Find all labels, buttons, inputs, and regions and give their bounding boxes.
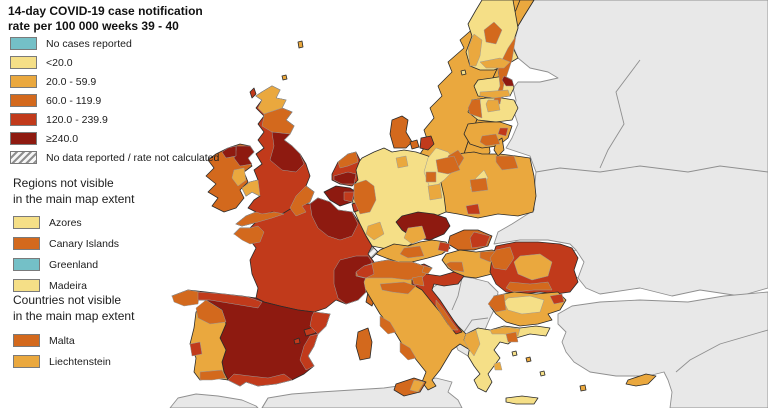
map-subregion-england-north (269, 131, 305, 173)
map-region-russia-east-europe (493, 0, 768, 297)
map-subregion-wales (241, 179, 261, 197)
map-subregion-spain-north-coast (197, 291, 263, 309)
map-subregion-bulgaria-west (487, 293, 507, 313)
map-subregion-romania-west (489, 246, 515, 271)
map-subregion-hungary-southwest (445, 261, 465, 273)
map-subregion-germany-southwest (365, 221, 385, 241)
map-subregion-poland-northeast (495, 155, 519, 171)
map-subregion-poland-south (465, 203, 481, 215)
map-subregion-lithuania-south (479, 133, 501, 147)
map-subregion-netherlands-north (337, 151, 359, 169)
map-subregion-ireland-northwest (221, 145, 237, 159)
map-region-greece (463, 325, 551, 393)
map-subregion-bulgaria-burgas (549, 293, 565, 305)
map-region-shetland (297, 40, 304, 49)
map-region-denmark-zealand (419, 135, 435, 151)
map-subregion-spain-south (227, 373, 293, 387)
map-region-sardinia (355, 327, 373, 361)
map-subregion-spain-galicia (171, 289, 201, 307)
map-subregion-greece-attica (493, 361, 503, 371)
map-subregion-italy-emilia (379, 281, 417, 295)
map-subregion-estonia-northeast (501, 75, 515, 87)
map-subregion-slovakia-east (469, 231, 491, 249)
map-subregion-latvia-west (467, 98, 483, 119)
map-subregion-poland-northwest (435, 155, 461, 175)
map-subregion-greece-west (463, 329, 481, 357)
map-subregion-romania-center (513, 253, 553, 281)
map-subregion-belgium-east (343, 191, 355, 203)
map-subregion-france-brittany (233, 225, 265, 245)
map-subregion-sicily-east (409, 379, 425, 393)
map-region-aland (460, 69, 467, 76)
map-subregion-germany-east (427, 183, 443, 201)
map-region-turkey-levant (557, 291, 768, 408)
map-region-aegean-island (539, 370, 546, 377)
map-subregion-england-southwest (235, 211, 285, 227)
map-subregion-romania-south (505, 281, 553, 293)
map-subregion-italy-lazio (379, 315, 397, 335)
map-subregion-spain-east (299, 333, 319, 371)
map-subregion-germany-west (353, 179, 377, 215)
map-region-rhodes (579, 384, 587, 392)
map-subregion-netherlands-south (333, 171, 357, 185)
map-subregion-ireland-east (231, 167, 247, 187)
map-region-aegean-island (525, 356, 532, 363)
map-region-ibiza (293, 337, 301, 345)
map-region-cyprus (625, 373, 657, 387)
map-region-orkney (281, 74, 288, 81)
map-subregion-austria-vienna (437, 241, 451, 253)
map-subregion-estonia-south (479, 89, 511, 99)
map-subregion-germany-southeast (403, 225, 427, 245)
map-subregion-portugal-north (195, 299, 227, 325)
map-region-denmark-funen (409, 139, 420, 150)
map-subregion-italy-northwest (355, 263, 375, 279)
map-subregion-germany-berlin (425, 171, 437, 183)
map-subregion-portugal-algarve (199, 369, 227, 381)
map-subregion-finland-central (483, 21, 503, 45)
map-region-aegean-island (511, 350, 518, 357)
map-subregion-scotland-south (261, 107, 295, 135)
map-subregion-finland-south (479, 57, 511, 69)
map-subregion-germany-hamburg (395, 155, 409, 169)
map-region-crete (505, 395, 539, 405)
map-subregion-greece-thessaloniki (505, 331, 519, 343)
map-subregion-england-southeast (289, 185, 315, 217)
map-subregion-poland-center (469, 177, 489, 193)
map-subregion-finland-west (467, 33, 483, 67)
map-subregion-latvia-riga (485, 99, 501, 113)
map-subregion-france-northeast (309, 197, 359, 241)
map-subregion-italy-campania (399, 341, 417, 361)
map-subregion-portugal-lisbon (189, 341, 203, 357)
map-subregion-lithuania-east (497, 127, 509, 137)
map-subregion-austria-center (399, 245, 425, 259)
map-subregion-croatia-coast (435, 299, 459, 331)
map-region-hebrides (249, 87, 257, 99)
map-subregion-slovenia-east (421, 265, 433, 275)
map-subregion-croatia-istria (411, 275, 425, 287)
